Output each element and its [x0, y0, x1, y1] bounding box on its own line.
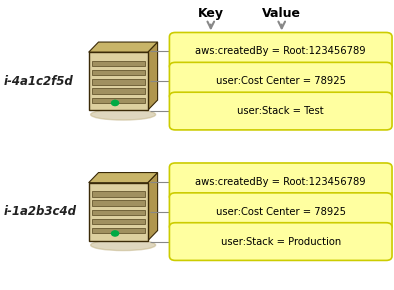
- Circle shape: [112, 231, 119, 236]
- FancyBboxPatch shape: [169, 223, 392, 260]
- FancyBboxPatch shape: [169, 193, 392, 231]
- Text: i-1a2b3c4d: i-1a2b3c4d: [4, 205, 77, 218]
- FancyBboxPatch shape: [92, 88, 145, 94]
- Text: user:Stack = Production: user:Stack = Production: [221, 237, 341, 246]
- FancyBboxPatch shape: [169, 62, 392, 100]
- FancyBboxPatch shape: [92, 79, 145, 85]
- Text: Value: Value: [262, 7, 301, 19]
- FancyBboxPatch shape: [169, 92, 392, 130]
- Text: user:Cost Center = 78925: user:Cost Center = 78925: [216, 207, 346, 217]
- Polygon shape: [148, 173, 158, 241]
- Ellipse shape: [91, 240, 156, 251]
- FancyBboxPatch shape: [92, 61, 145, 66]
- FancyBboxPatch shape: [92, 191, 145, 197]
- FancyBboxPatch shape: [92, 210, 145, 215]
- Polygon shape: [89, 42, 158, 52]
- Text: user:Stack = Test: user:Stack = Test: [238, 106, 324, 116]
- FancyBboxPatch shape: [92, 219, 145, 224]
- Polygon shape: [89, 173, 158, 183]
- FancyBboxPatch shape: [92, 228, 145, 233]
- FancyBboxPatch shape: [92, 70, 145, 75]
- Text: Key: Key: [198, 7, 224, 19]
- FancyBboxPatch shape: [169, 32, 392, 70]
- Circle shape: [112, 100, 119, 106]
- Text: user:Cost Center = 78925: user:Cost Center = 78925: [216, 76, 346, 86]
- FancyBboxPatch shape: [169, 163, 392, 201]
- FancyBboxPatch shape: [89, 183, 148, 241]
- FancyBboxPatch shape: [89, 52, 148, 110]
- Polygon shape: [148, 42, 158, 110]
- Text: aws:createdBy = Root:123456789: aws:createdBy = Root:123456789: [195, 177, 366, 187]
- FancyBboxPatch shape: [92, 200, 145, 206]
- Text: aws:createdBy = Root:123456789: aws:createdBy = Root:123456789: [195, 46, 366, 56]
- Ellipse shape: [91, 109, 156, 120]
- Text: i-4a1c2f5d: i-4a1c2f5d: [4, 75, 74, 88]
- FancyBboxPatch shape: [92, 97, 145, 103]
